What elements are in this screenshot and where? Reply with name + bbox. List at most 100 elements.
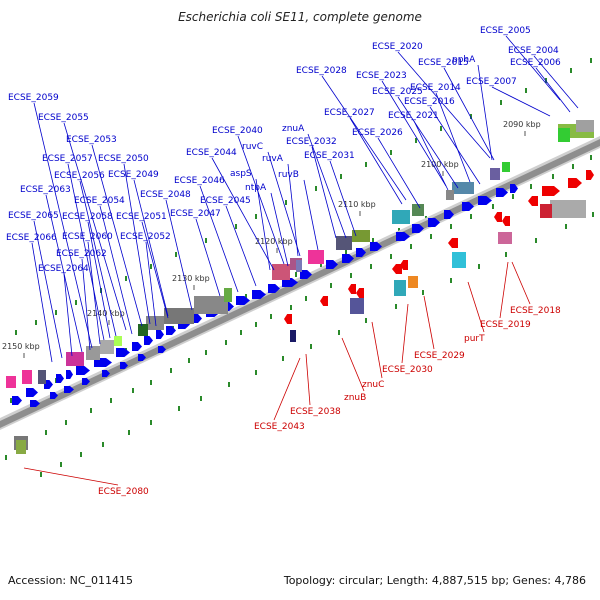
tick-dash [590,155,592,160]
tick-dash [228,382,230,387]
feature-block [194,296,228,314]
tick-dash [188,358,190,363]
feature-block [540,204,552,218]
feature-block [408,276,418,288]
forward-gene-arrow [66,370,73,379]
forward-gene-label: ECSE_2053 [66,135,117,145]
forward-gene-label: ECSE_2025 [372,87,423,97]
tick-dash [5,455,7,460]
reverse-label-leader [500,262,508,318]
tick-dash [295,272,297,277]
forward-gene-label: ECSE_2047 [170,209,221,219]
reverse-gene-arrow [568,178,582,188]
forward-gene-label: ruvB [278,170,299,180]
tick-dash [65,420,67,425]
tick-dash [205,350,207,355]
tick-dash [200,396,202,401]
forward-gene-label: ECSE_2051 [116,212,167,222]
feature-block [22,370,32,384]
forward-gene-arrow [76,366,90,375]
tick-dash [255,322,257,327]
kbp-tick-label: 2130 kbp [172,274,210,283]
reverse-gene-arrow [502,216,510,226]
reverse-label-leader [402,304,408,363]
tick-dash [60,462,62,467]
forward-label-leader [64,274,72,356]
forward-gene-label: ECSE_2048 [140,190,191,200]
forward-gene-arrow [156,330,164,339]
tick-dash [305,296,307,301]
tick-dash [75,300,77,305]
tick-dash [450,224,452,229]
backbone-core [0,139,600,428]
forward-gene-label: ECSE_2040 [212,126,263,136]
reverse-gene-arrow [542,186,560,196]
tick-dash [45,430,47,435]
tick-dash [270,314,272,319]
forward-label-leader [330,161,356,236]
feature-block [490,168,500,180]
feature-block [452,252,466,268]
tick-dash [370,264,372,269]
reverse-gene-arrow [284,314,292,324]
tick-dash [290,305,292,310]
forward-gene-label: ECSE_2054 [74,196,125,206]
forward-gene-label: ECSE_2058 [62,212,113,222]
tick-dash [500,100,502,105]
tick-dash [255,214,257,219]
forward-gene-label: ECSE_2005 [480,26,531,36]
tick-dash [365,162,367,167]
feature-block [6,376,16,388]
forward-gene-label: ECSE_2027 [324,108,375,118]
feature-block [550,200,586,218]
forward-gene-arrow [166,326,176,335]
tick-dash [512,194,514,199]
reverse-label-leader [24,468,118,485]
reverse-gene-arrow [348,284,356,294]
tick-dash [525,88,527,93]
forward-gene-label: ECSE_2007 [466,77,517,87]
genome-summary-text: Topology: circular; Length: 4,887,515 bp… [284,574,586,587]
forward-gene-label: ECSE_2032 [286,137,337,147]
forward-gene-label: ECSE_2065 [8,211,59,221]
tick-dash [255,370,257,375]
tick-dash [175,252,177,257]
tick-dash [15,330,17,335]
forward-gene-label: ECSE_2055 [38,113,89,123]
tick-dash [565,224,567,229]
reverse-gene-arrow [448,238,458,248]
reverse-label-leader [424,296,434,349]
feature-block [114,336,122,346]
tick-dash [338,330,340,335]
reverse-gene-label: znuB [344,393,366,403]
forward-gene-label: ntpA [245,183,267,193]
feature-block [86,346,100,360]
forward-gene-label: ECSE_2059 [8,93,59,103]
tick-dash [430,234,432,239]
feature-block [100,340,114,354]
tick-dash [330,283,332,288]
reverse-gene-arrow [494,212,502,222]
tick-dash [590,58,592,63]
tick-dash [365,318,367,323]
reverse-gene-label: ECSE_2043 [254,422,305,432]
reverse-gene-arrow [320,296,328,306]
forward-gene-label: aspS [230,169,252,179]
reverse-gene-arrow [528,196,538,206]
forward-gene-label: ECSE_2006 [510,58,561,68]
tick-dash [315,186,317,191]
forward-gene-arrow [56,374,64,383]
tick-dash [225,340,227,345]
feature-block [446,190,454,200]
forward-gene-label: ECSE_2023 [356,71,407,81]
forward-gene-label: ECSE_2057 [42,154,93,164]
forward-gene-arrow [116,348,130,357]
reverse-gene-arrow [356,288,364,298]
tick-dash [390,254,392,259]
forward-gene-label: znuA [282,124,305,134]
feature-block [502,162,510,172]
forward-label-leader [536,68,570,112]
forward-gene-label: ECSE_2060 [62,232,113,242]
forward-gene-label: ECSE_2045 [200,196,251,206]
tick-dash [530,184,532,189]
